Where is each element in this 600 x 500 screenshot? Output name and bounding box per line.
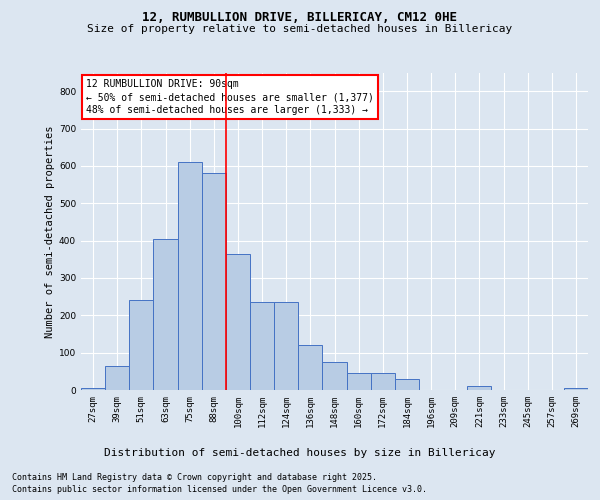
Bar [202, 174, 226, 390]
Bar [467, 386, 491, 390]
Bar [274, 302, 298, 390]
Bar [81, 388, 105, 390]
Text: Contains public sector information licensed under the Open Government Licence v3: Contains public sector information licen… [12, 485, 427, 494]
Bar [564, 388, 588, 390]
Text: Distribution of semi-detached houses by size in Billericay: Distribution of semi-detached houses by … [104, 448, 496, 458]
Bar [154, 238, 178, 390]
Text: 12, RUMBULLION DRIVE, BILLERICAY, CM12 0HE: 12, RUMBULLION DRIVE, BILLERICAY, CM12 0… [143, 11, 458, 24]
Bar [371, 373, 395, 390]
Y-axis label: Number of semi-detached properties: Number of semi-detached properties [45, 125, 55, 338]
Text: 12 RUMBULLION DRIVE: 90sqm
← 50% of semi-detached houses are smaller (1,377)
48%: 12 RUMBULLION DRIVE: 90sqm ← 50% of semi… [86, 79, 374, 116]
Bar [395, 379, 419, 390]
Bar [250, 302, 274, 390]
Bar [226, 254, 250, 390]
Bar [322, 362, 347, 390]
Bar [298, 345, 322, 390]
Bar [129, 300, 154, 390]
Bar [105, 366, 129, 390]
Text: Size of property relative to semi-detached houses in Billericay: Size of property relative to semi-detach… [88, 24, 512, 34]
Bar [347, 373, 371, 390]
Bar [178, 162, 202, 390]
Text: Contains HM Land Registry data © Crown copyright and database right 2025.: Contains HM Land Registry data © Crown c… [12, 472, 377, 482]
